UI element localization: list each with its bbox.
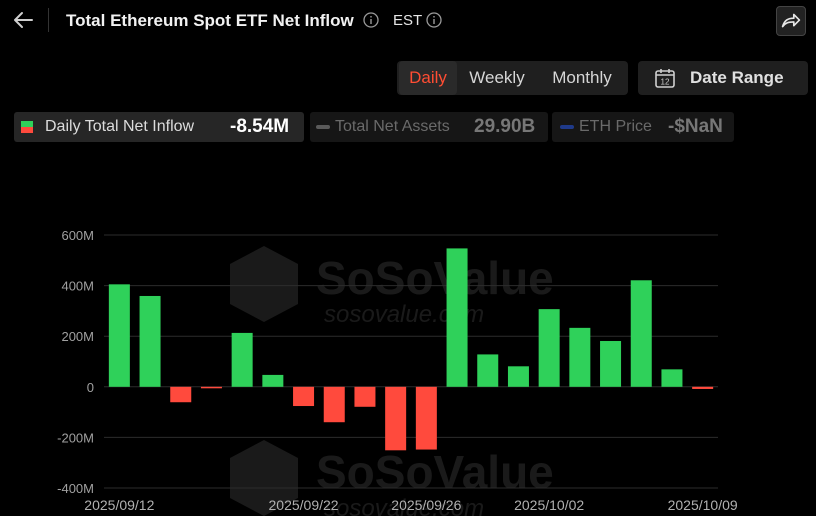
timezone-info-icon[interactable]	[426, 12, 442, 28]
timezone-label: EST	[393, 12, 423, 29]
period-weekly[interactable]: Weekly	[469, 68, 525, 87]
bar	[139, 295, 161, 387]
y-tick-label: 600M	[61, 228, 94, 243]
legend-line-icon	[560, 125, 574, 129]
share-button[interactable]	[776, 6, 806, 36]
bar	[446, 248, 468, 387]
period-monthly[interactable]: Monthly	[552, 68, 612, 87]
watermark-logo-icon	[230, 246, 298, 322]
y-axis: 600M 400M 200M 0 -200M -400M	[57, 228, 94, 496]
bar	[354, 386, 376, 407]
bar	[477, 354, 499, 387]
legend-line-icon	[316, 125, 330, 129]
watermark: SoSoValuesosovalue.comSoSoValuesosovalue…	[230, 246, 554, 516]
watermark-logo-icon	[230, 440, 298, 516]
bar	[231, 332, 253, 387]
legend-swatch-icon	[21, 121, 33, 133]
bar	[200, 386, 222, 389]
legend-name: ETH Price	[579, 118, 652, 135]
x-tick-label: 2025/09/22	[269, 497, 339, 513]
y-tick-label: -400M	[57, 481, 94, 496]
bar	[108, 284, 130, 387]
y-tick-label: 400M	[61, 279, 94, 294]
legend-total-net-assets[interactable]: Total Net Assets 29.90B	[310, 112, 548, 142]
bar	[538, 309, 560, 387]
watermark-brand: SoSoValue	[316, 446, 554, 498]
bar	[661, 369, 683, 387]
grid-lines	[104, 234, 718, 489]
legend-value: 29.90B	[474, 116, 536, 137]
x-tick-label: 2025/10/09	[668, 497, 738, 513]
bar	[692, 386, 714, 389]
info-icon[interactable]	[363, 12, 379, 28]
bars	[108, 248, 714, 451]
bar	[630, 280, 652, 387]
y-tick-label: 200M	[61, 329, 94, 344]
back-arrow-icon[interactable]	[10, 8, 36, 32]
calendar-icon: 12	[655, 69, 675, 88]
bar	[415, 386, 437, 450]
bar	[323, 386, 345, 423]
watermark-brand: SoSoValue	[316, 252, 554, 304]
page-title: Total Ethereum Spot ETF Net Inflow	[66, 11, 354, 30]
date-range-label: Date Range	[690, 68, 784, 87]
y-tick-label: 0	[87, 380, 94, 395]
bar	[385, 386, 407, 451]
legend-name: Daily Total Net Inflow	[45, 118, 195, 135]
bar	[262, 374, 284, 387]
legend-name: Total Net Assets	[335, 118, 450, 135]
bar	[293, 386, 315, 407]
legend-value: -8.54M	[230, 116, 290, 137]
bar	[569, 327, 591, 387]
watermark-url: sosovalue.com	[324, 495, 484, 516]
calendar-day: 12	[661, 78, 670, 87]
period-toggle: Daily Weekly Monthly	[397, 61, 628, 95]
x-tick-label: 2025/10/02	[514, 497, 584, 513]
top-bar: Total Ethereum Spot ETF Net Inflow EST	[0, 0, 816, 42]
legend-daily-net-inflow[interactable]: Daily Total Net Inflow -8.54M	[14, 112, 304, 142]
date-range-button[interactable]: 12 Date Range	[638, 61, 808, 95]
x-tick-label: 2025/09/12	[84, 497, 154, 513]
bar	[507, 366, 529, 387]
bar	[170, 386, 192, 403]
share-arrow-icon	[781, 13, 801, 28]
legend-eth-price[interactable]: ETH Price -$NaN	[552, 112, 734, 142]
x-tick-label: 2025/09/26	[391, 497, 461, 513]
bar	[600, 341, 622, 387]
period-daily[interactable]: Daily	[399, 61, 457, 95]
header-divider	[48, 8, 49, 32]
y-tick-label: -200M	[57, 430, 94, 445]
x-axis: 2025/09/12 2025/09/22 2025/09/26 2025/10/02…	[84, 497, 738, 513]
legend-value: -$NaN	[668, 116, 723, 137]
